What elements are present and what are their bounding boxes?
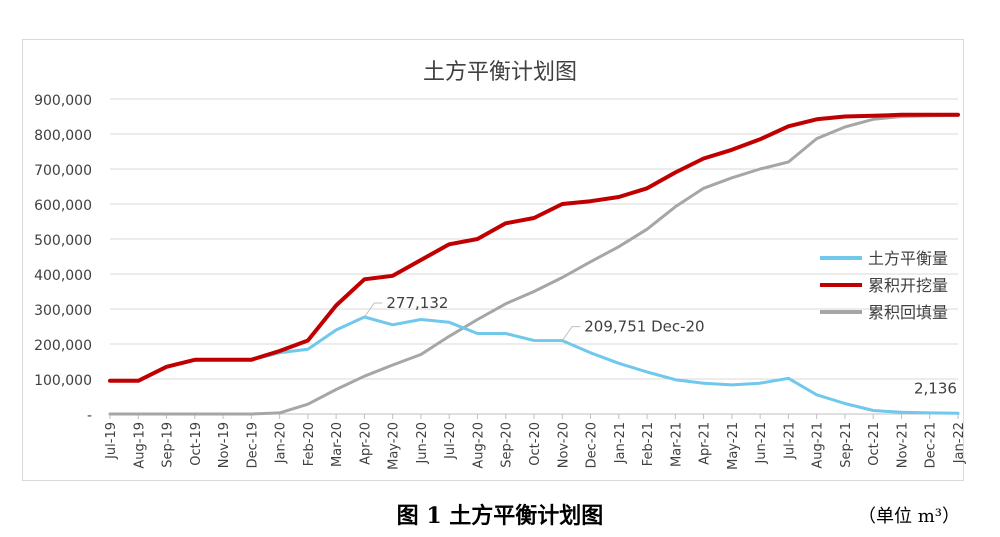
- figure-caption: 图 1 土方平衡计划图: [396, 503, 604, 529]
- chart-title: 土方平衡计划图: [423, 60, 577, 85]
- y-tick-label: -: [87, 408, 92, 424]
- x-tick-label: Sep-20: [500, 422, 515, 468]
- y-tick-label: 800,000: [34, 128, 92, 144]
- y-tick-label: 400,000: [34, 268, 92, 284]
- x-tick-label: Aug-19: [132, 422, 147, 469]
- x-tick-label: Mar-20: [330, 422, 345, 467]
- y-tick-label: 100,000: [34, 373, 92, 389]
- x-tick-label: Feb-21: [641, 422, 656, 466]
- annotation-label: 2,136: [914, 379, 957, 397]
- legend-label: 累积回填量: [868, 303, 948, 322]
- unit-note: （单位 m³）: [857, 506, 960, 527]
- y-tick-label: 500,000: [34, 233, 92, 249]
- annotation-label: 277,132: [386, 294, 448, 312]
- data-annotations: 277,132 209,751 Dec-20 2,136: [363, 294, 957, 397]
- x-tick-label: Feb-20: [302, 422, 317, 466]
- x-tick-label: Mar-21: [669, 422, 684, 467]
- x-tick-label: Apr-21: [698, 422, 713, 465]
- y-tick-label: 300,000: [34, 303, 92, 319]
- x-tick-label: Apr-20: [358, 422, 373, 465]
- y-axis-ticks: - 100,000 200,000 300,000 400,000 500,000 600,…: [34, 93, 92, 424]
- x-tick-label: Oct-19: [189, 422, 204, 466]
- legend-label: 土方平衡量: [868, 249, 948, 268]
- x-tick-label: Sep-19: [161, 422, 176, 468]
- y-tick-label: 900,000: [34, 93, 92, 109]
- annotation-label: 209,751 Dec-20: [584, 318, 704, 336]
- x-tick-label: Aug-20: [471, 422, 486, 469]
- x-tick-label: Dec-19: [245, 422, 260, 468]
- chart-frame: [22, 39, 964, 481]
- y-tick-label: 200,000: [34, 338, 92, 354]
- x-tick-label: Jul-19: [104, 422, 119, 460]
- series-lines: [108, 112, 960, 416]
- x-tick-label: Dec-20: [585, 422, 600, 468]
- y-tick-label: 600,000: [34, 198, 92, 214]
- x-tick-label: Nov-20: [556, 422, 571, 468]
- series-line-0: [108, 315, 960, 415]
- x-tick-label: Jun-21: [754, 422, 769, 465]
- x-tick-label: Aug-21: [811, 422, 826, 469]
- x-tick-label: May-20: [387, 422, 402, 470]
- x-axis-ticks: Jul-19 Aug-19 Sep-19 Oct-19 Nov-19 Dec-19 Jan-…: [104, 414, 967, 470]
- x-tick-label: Dec-21: [924, 422, 939, 468]
- legend-label: 累积开挖量: [868, 276, 948, 295]
- x-tick-label: Oct-21: [867, 422, 882, 466]
- series-line-2: [108, 113, 960, 416]
- x-tick-label: Nov-21: [895, 422, 910, 468]
- series-line-1: [108, 112, 960, 383]
- x-tick-label: Jan-20: [274, 422, 289, 464]
- annotation-leader: [561, 326, 581, 341]
- x-tick-label: Jan-22: [952, 422, 967, 464]
- x-tick-label: Jan-21: [613, 422, 628, 464]
- x-tick-label: Nov-19: [217, 422, 232, 468]
- x-tick-label: May-21: [726, 422, 741, 470]
- x-tick-label: Oct-20: [528, 422, 543, 466]
- y-tick-label: 700,000: [34, 163, 92, 179]
- annotation-leader: [363, 302, 383, 318]
- x-tick-label: Jul-21: [782, 422, 797, 460]
- x-tick-label: Jun-20: [415, 422, 430, 465]
- x-tick-label: Jul-20: [443, 422, 458, 460]
- x-tick-label: Sep-21: [839, 422, 854, 468]
